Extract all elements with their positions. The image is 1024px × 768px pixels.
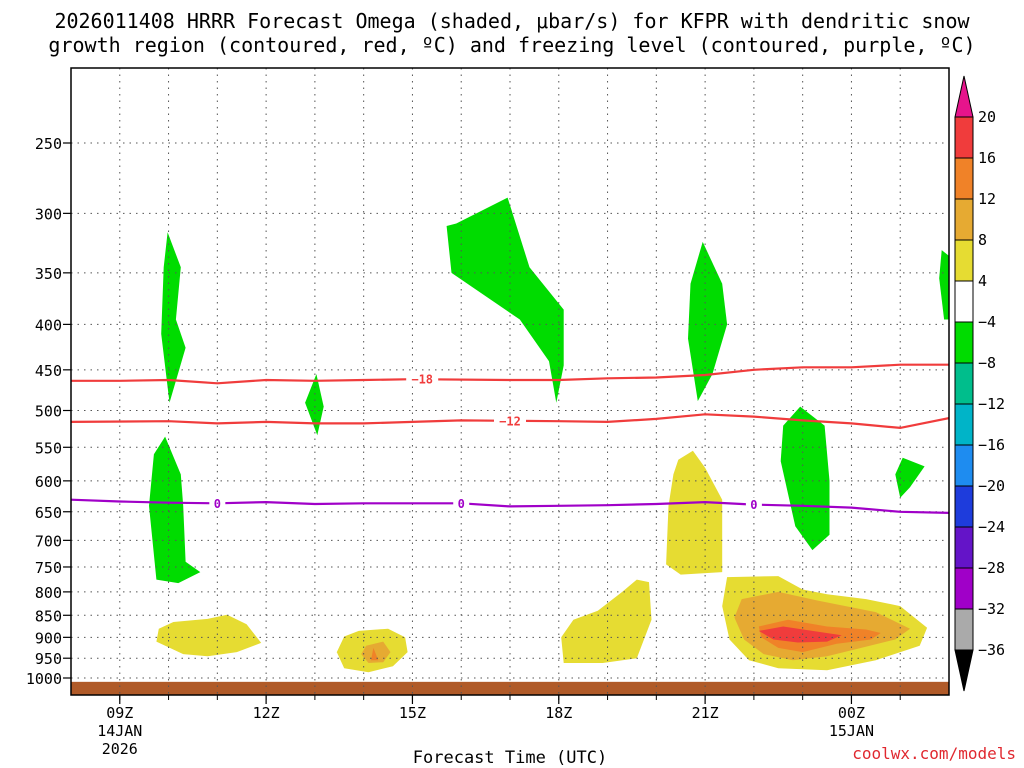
y-tick-label: 950 <box>35 650 62 668</box>
x-tick-label: 15Z <box>399 704 426 722</box>
y-tick-label: 450 <box>35 362 62 380</box>
isotherm-label--12: −12 <box>499 414 521 428</box>
terrain-band <box>71 681 949 695</box>
colorbar: 20 16 12 8 4 −4 −8 −12 −16 −20 −24 −28 −32 −36 <box>954 75 1005 692</box>
colorbar-label: −32 <box>978 600 1005 618</box>
x-tick-date: 14JAN <box>97 722 142 740</box>
omega-region-7 <box>895 457 925 498</box>
colorbar-band <box>954 362 974 405</box>
omega-region-5 <box>780 406 830 551</box>
colorbar-label: −20 <box>978 477 1005 495</box>
isotherm-label-bg <box>209 496 226 511</box>
y-tick-label: 800 <box>35 584 62 602</box>
omega-region-12 <box>666 450 723 575</box>
omega-region-13 <box>561 579 652 663</box>
colorbar-label: −36 <box>978 641 1005 659</box>
y-tick-label: 750 <box>35 559 62 577</box>
x-tick-date: 15JAN <box>829 722 874 740</box>
isotherm-label-0: 0 <box>750 498 757 512</box>
isotherm-label-0: 0 <box>214 497 221 511</box>
isotherm-label-0: 0 <box>458 497 465 511</box>
colorbar-band <box>954 567 974 610</box>
colorbar-band <box>954 485 974 528</box>
y-tick-label: 850 <box>35 607 62 625</box>
terrain-layer <box>71 681 949 695</box>
omega-region-6 <box>939 250 949 320</box>
omega-region-11 <box>371 647 379 661</box>
x-tick-label: 09Z <box>106 704 133 722</box>
x-tick-year: 2026 <box>102 740 138 758</box>
colorbar-band <box>954 157 974 200</box>
colorbar-label: −8 <box>978 354 996 372</box>
colorbar-bottom-arrow <box>954 649 974 692</box>
isotherm-label-bg <box>745 497 762 512</box>
colorbar-label: 20 <box>978 108 996 126</box>
omega-region-2 <box>305 374 324 436</box>
credit-text: coolwx.com/models <box>852 744 1016 763</box>
isotherm-contours: −18 −12 0 0 0 <box>71 363 949 514</box>
colorbar-label: −4 <box>978 313 996 331</box>
y-axis-ticks: 250 300 350 400 450 500 550 600 650 700 750 800 850 9… <box>26 135 71 688</box>
isotherm-line--12 <box>71 413 949 430</box>
omega-region-17 <box>758 626 842 643</box>
isotherm-label--18: −18 <box>411 373 433 387</box>
y-tick-label: 400 <box>35 316 62 334</box>
x-axis-label: Forecast Time (UTC) <box>413 748 607 768</box>
isotherm-label-bg <box>453 496 470 511</box>
omega-region-10 <box>361 641 391 663</box>
colorbar-label: −24 <box>978 518 1005 536</box>
colorbar-band <box>954 403 974 446</box>
colorbar-band <box>954 444 974 487</box>
x-tick-label: 18Z <box>545 704 572 722</box>
isotherm-line--18 <box>71 363 949 385</box>
omega-region-3 <box>446 197 564 403</box>
colorbar-band <box>954 116 974 159</box>
y-tick-label: 350 <box>35 265 62 283</box>
colorbar-top-arrow <box>954 75 974 118</box>
omega-region-0 <box>161 232 186 403</box>
omega-region-4 <box>688 241 728 402</box>
colorbar-band <box>954 198 974 241</box>
y-tick-label: 500 <box>35 403 62 421</box>
colorbar-label: −28 <box>978 559 1005 577</box>
colorbar-band <box>954 608 974 651</box>
omega-region-1 <box>149 436 201 584</box>
colorbar-band <box>954 280 974 323</box>
y-tick-label: 900 <box>35 629 62 647</box>
chart-title-line2: growth region (contoured, red, ºC) and f… <box>48 33 975 57</box>
colorbar-label: 16 <box>978 149 996 167</box>
chart-title-line1: 2026011408 HRRR Forecast Omega (shaded, … <box>54 9 970 33</box>
x-tick-label: 12Z <box>253 704 280 722</box>
y-tick-label: 650 <box>35 504 62 522</box>
colorbar-band <box>954 526 974 569</box>
colorbar-band <box>954 321 974 364</box>
colorbar-label: 8 <box>978 231 987 249</box>
y-tick-label: 700 <box>35 532 62 550</box>
omega-shaded-regions <box>149 197 949 673</box>
x-tick-label: 00Z <box>838 704 865 722</box>
colorbar-label: −12 <box>978 395 1005 413</box>
colorbar-label: 12 <box>978 190 996 208</box>
isotherm-label-bg <box>406 372 439 387</box>
x-tick-label: 21Z <box>692 704 719 722</box>
y-tick-label: 250 <box>35 135 62 153</box>
colorbar-band <box>954 239 974 282</box>
y-tick-label: 1000 <box>26 670 62 688</box>
omega-region-8 <box>156 614 262 657</box>
y-tick-label: 300 <box>35 205 62 223</box>
y-tick-label: 550 <box>35 439 62 457</box>
y-tick-label: 600 <box>35 473 62 491</box>
isotherm-label-bg <box>494 413 526 428</box>
colorbar-label: 4 <box>978 272 987 290</box>
colorbar-label: −16 <box>978 436 1005 454</box>
